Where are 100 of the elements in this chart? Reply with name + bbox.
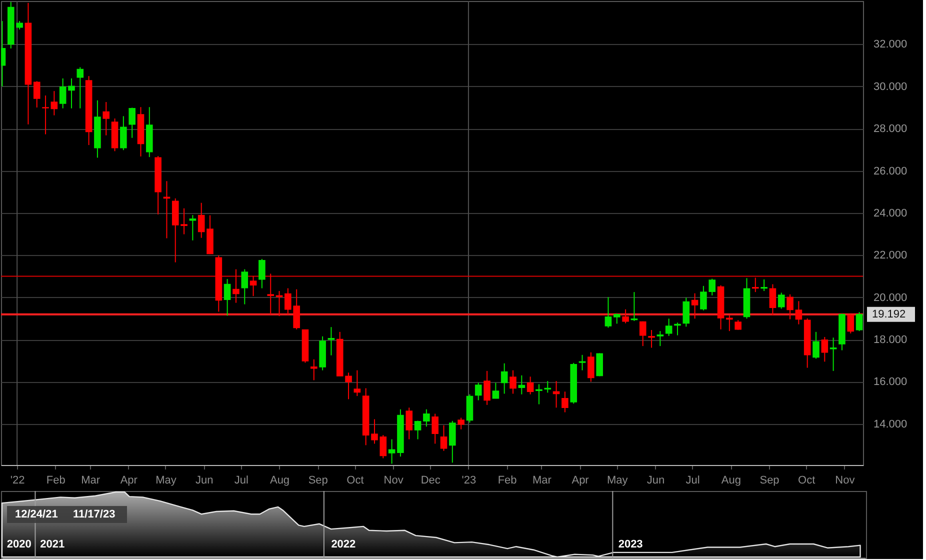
candlestick (518, 374, 526, 395)
y-tick-label: 20.000 (874, 292, 908, 304)
y-tick-label: 28.000 (874, 123, 908, 136)
candlestick (68, 78, 75, 109)
x-tick-label: '22 (10, 474, 25, 486)
y-tick-label: 30.000 (874, 80, 908, 93)
x-tick-label: Apr (572, 474, 590, 486)
candlestick (59, 78, 66, 109)
x-tick-label: Feb (46, 474, 66, 486)
candlestick (432, 413, 438, 444)
candlestick (414, 420, 422, 440)
x-tick-label: 2020 (6, 538, 32, 550)
candlestick (786, 294, 794, 320)
candlestick (795, 300, 802, 325)
x-tick-label: Oct (798, 474, 816, 486)
candlestick (856, 312, 863, 332)
candlestick (656, 330, 664, 347)
candlestick (588, 352, 594, 382)
candlestick (769, 284, 776, 316)
candlestick (665, 318, 672, 336)
candlestick (682, 297, 690, 328)
x-tick-label: Feb (498, 474, 517, 486)
candlestick (648, 330, 655, 348)
candlestick (596, 352, 603, 377)
candlestick (276, 290, 283, 317)
candlestick (500, 362, 508, 394)
candlestick (622, 308, 629, 324)
x-tick-label: Mar (81, 474, 100, 486)
x-tick-label: Mar (532, 474, 552, 486)
candlestick (250, 276, 257, 297)
x-tick-label: May (156, 474, 177, 486)
y-tick-label: 32.000 (874, 38, 908, 51)
x-tick-label: Dec (420, 474, 441, 486)
x-tick-label: Jun (646, 474, 665, 486)
candlestick (847, 314, 854, 334)
candlestick (536, 384, 542, 405)
candlestick (578, 354, 586, 371)
candlestick (474, 382, 482, 401)
candlestick (310, 358, 318, 381)
y-tick-label: 26.000 (874, 165, 908, 178)
x-tick-label: Jul (234, 474, 248, 486)
candlestick (691, 292, 698, 320)
candlestick (760, 278, 768, 292)
candlestick (639, 320, 646, 347)
x-tick-label: 2022 (331, 538, 356, 550)
x-tick-label: Aug (270, 474, 290, 486)
candlestick (552, 380, 560, 408)
candlestick (812, 331, 820, 360)
candlestick (630, 292, 638, 322)
candlestick (613, 313, 620, 324)
candlestick (232, 268, 240, 304)
x-tick-label: Apr (120, 474, 138, 486)
candlestick (423, 408, 430, 428)
candlestick (458, 417, 464, 430)
x-tick-label: 2023 (618, 538, 643, 550)
candlestick (76, 66, 84, 109)
x-tick-label: Sep (760, 474, 780, 486)
y-tick-label: 16.000 (874, 376, 908, 388)
candlestick (734, 320, 742, 330)
candlestick (510, 370, 516, 394)
y-tick-label: 22.000 (874, 250, 908, 262)
y-tick-label: 18.000 (874, 334, 908, 346)
candlestick (752, 277, 759, 293)
candlestick (163, 180, 170, 239)
candlestick (354, 370, 361, 397)
candlestick (562, 391, 568, 413)
candlestick (388, 438, 396, 464)
candlestick (604, 296, 612, 328)
annotation: 11/17/23 (73, 508, 116, 520)
x-tick-label: May (607, 474, 628, 486)
annotation: 12/24/21 (15, 508, 58, 520)
candlestick (258, 258, 266, 289)
x-tick-label: Oct (346, 474, 364, 486)
candlestick (42, 94, 49, 135)
candlestick (440, 424, 448, 452)
candlestick (778, 292, 785, 310)
y-tick-label: 14.000 (874, 418, 908, 430)
candlestick (120, 116, 127, 151)
x-tick-label: Nov (835, 474, 856, 486)
candlestick (267, 273, 274, 315)
candlestick (102, 102, 110, 136)
x-tick-label: '23 (462, 474, 476, 486)
candlestick (241, 268, 248, 305)
candlestick (821, 336, 828, 362)
candlestick (33, 80, 40, 108)
candlestick (674, 322, 681, 336)
candlestick (50, 90, 58, 116)
candlestick (544, 380, 552, 394)
candlestick (224, 278, 231, 316)
candlestick (830, 337, 837, 372)
candlestick (328, 326, 335, 356)
candlestick (406, 407, 413, 440)
x-tick-label: Jun (195, 474, 214, 486)
x-tick-label: Aug (721, 474, 741, 486)
candlestick (128, 107, 136, 138)
candlestick (492, 382, 500, 399)
candlestick (484, 370, 490, 406)
candlestick (526, 376, 534, 395)
x-tick-label: Nov (384, 474, 404, 486)
ref-line-label: 19.192 (872, 308, 906, 320)
